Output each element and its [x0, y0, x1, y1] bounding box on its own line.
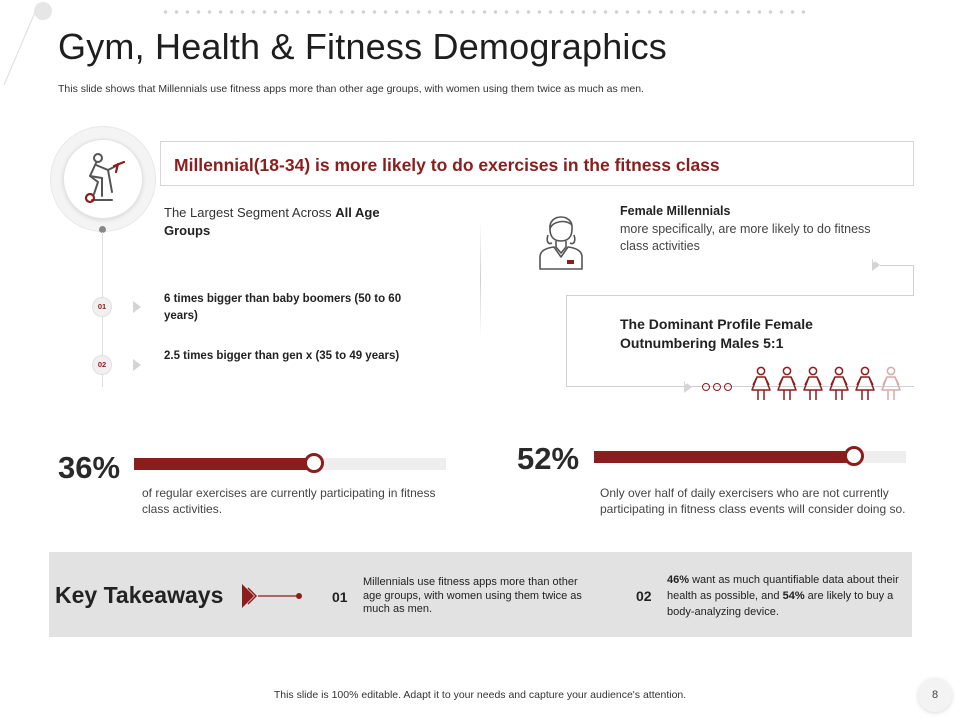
arrow-icon [872, 255, 880, 271]
takeaway-pct-46: 46% [667, 574, 690, 586]
segment-point-2: 2.5 times bigger than gen x (35 to 49 ye… [164, 350, 400, 362]
arrow-icon [133, 301, 141, 313]
takeaway-number-01: 01 [332, 589, 348, 605]
progress-knob-52 [843, 446, 864, 466]
takeaway-text-01: Millennials use fitness apps more than o… [363, 576, 582, 615]
female-figure-icon [803, 366, 823, 400]
point-badge-01: 01 [92, 297, 112, 317]
timeline-dot [99, 226, 106, 233]
page-title: Gym, Health & Fitness Demographics [58, 26, 668, 67]
female-figure-icon [881, 366, 901, 400]
segment-intro-bold: All Age Groups [164, 205, 380, 238]
progress-fill-52 [594, 451, 854, 463]
connector-line [913, 265, 914, 296]
arrow-icon [684, 377, 692, 393]
male-ratio-circle [724, 383, 732, 391]
exercise-bike-icon-badge [63, 139, 143, 219]
segment-point-1: 6 times bigger than baby boomers (50 to … [164, 293, 402, 322]
progress-bar-52 [594, 446, 906, 466]
female-figure-icon [829, 366, 849, 400]
page-subtitle: This slide shows that Millennials use fi… [58, 83, 644, 95]
female-millennials-description: more specifically, are more likely to do… [620, 222, 871, 253]
businesswoman-icon [539, 216, 583, 270]
female-figure-icon [855, 366, 875, 400]
decorative-circle [34, 2, 52, 20]
connector-line [880, 265, 914, 266]
exercise-bike-icon [84, 153, 126, 204]
headline-box [160, 141, 914, 186]
key-takeaways-panel [49, 552, 912, 637]
stat-value-52: 52% [517, 441, 580, 476]
male-ratio-circle [702, 383, 710, 391]
arrow-pointer-icon [242, 584, 302, 608]
footer-note: This slide is 100% editable. Adapt it to… [273, 689, 687, 701]
female-ratio-icons [750, 366, 902, 402]
page-number: 8 [918, 678, 952, 712]
decorative-dots [160, 10, 810, 14]
point-badge-02: 02 [92, 355, 112, 375]
takeaway-text-02: 46% want as much quantifiable data about… [667, 572, 913, 620]
male-ratio-icons [702, 383, 732, 391]
profile-box [566, 295, 914, 387]
takeaway-text-02b: are likely to buy a body-analyzing devic… [667, 590, 894, 618]
column-divider [480, 220, 481, 338]
headline: Millennial(18-34) is more likely to do e… [174, 155, 720, 175]
female-figure-icon [777, 366, 797, 400]
takeaway-number-02: 02 [636, 588, 652, 604]
key-takeaways-title: Key Takeaways [55, 582, 224, 608]
stat-description-52: Only over half of daily exercisers who a… [600, 486, 906, 516]
segment-intro-text: The Largest Segment Across [164, 205, 336, 220]
decorative-line [3, 10, 37, 86]
takeaway-pct-54: 54% [782, 590, 805, 602]
segment-intro: The Largest Segment Across All Age Group… [164, 204, 404, 240]
female-millennials-title: Female Millennials [620, 204, 731, 218]
progress-knob-36 [303, 453, 324, 473]
male-ratio-circle [713, 383, 721, 391]
stat-description-36: of regular exercises are currently parti… [142, 486, 436, 516]
progress-bar-36 [134, 453, 446, 473]
progress-fill-36 [134, 458, 314, 470]
stat-value-36: 36% [58, 450, 121, 485]
female-figure-icon [751, 366, 771, 400]
arrow-icon [133, 359, 141, 371]
dominant-profile-text: The Dominant Profile Female Outnumbering… [620, 316, 813, 351]
takeaway-text-02a: want as much quantifiable data about the… [667, 574, 899, 602]
